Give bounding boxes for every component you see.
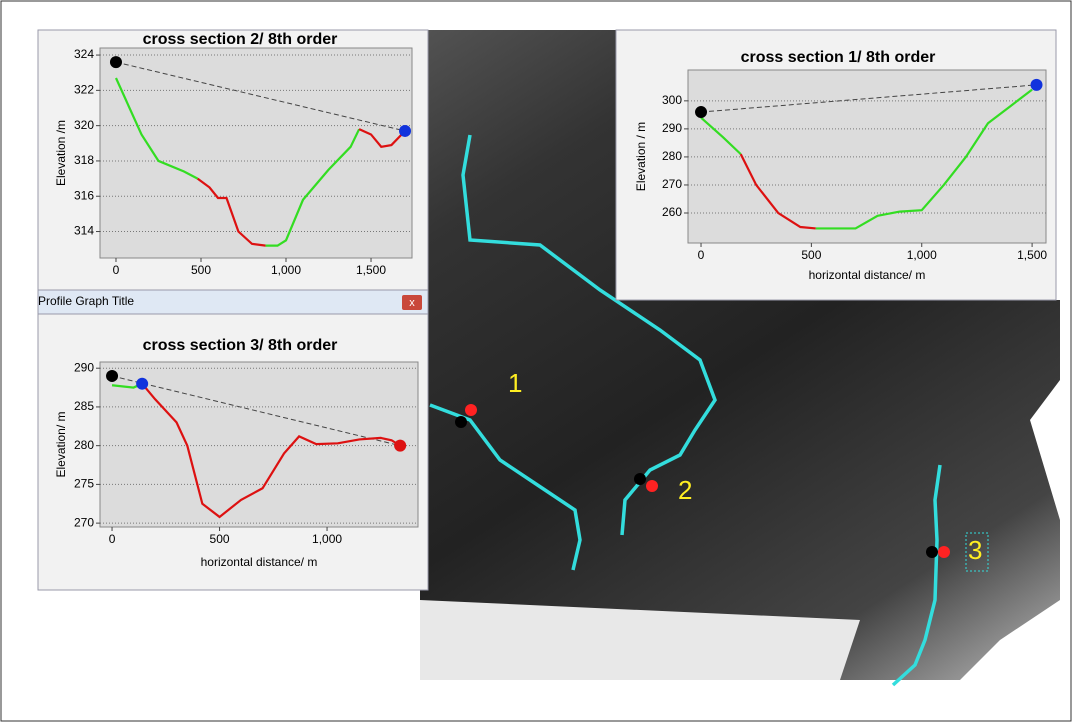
x-tick-label: 1,500	[356, 263, 386, 277]
x-tick-label: 0	[109, 532, 116, 546]
chart-title: cross section 3/ 8th order	[143, 337, 338, 354]
y-tick-label: 300	[662, 93, 682, 107]
end-point	[136, 378, 148, 390]
chart-title: cross section 2/ 8th order	[143, 31, 338, 48]
x-axis-label: horizontal distance/ m	[201, 555, 318, 569]
y-tick-label: 316	[74, 188, 94, 202]
y-tick-label: 280	[74, 438, 94, 452]
x-tick-label: 1,000	[271, 263, 301, 277]
chart-title: cross section 1/ 8th order	[741, 49, 936, 66]
y-tick-label: 270	[662, 177, 682, 191]
y-tick-label: 290	[662, 121, 682, 135]
map-label: 1	[508, 368, 522, 398]
y-tick-label: 275	[74, 477, 94, 491]
window-title: Profile Graph Title	[38, 294, 134, 308]
plot-area	[100, 362, 418, 527]
map-label: 2	[678, 475, 692, 505]
x-tick-label: 0	[113, 263, 120, 277]
screenshot: 1 2 3 Profile Graph Title x cross sectio…	[0, 0, 1072, 722]
x-tick-label: 500	[801, 248, 821, 262]
y-tick-label: 270	[74, 515, 94, 529]
y-tick-label: 320	[74, 118, 94, 132]
end-point	[110, 56, 122, 68]
y-tick-label: 314	[74, 224, 94, 238]
end-point	[399, 125, 411, 137]
y-tick-label: 322	[74, 83, 94, 97]
end-point	[1031, 79, 1043, 91]
close-icon[interactable]: x	[409, 297, 415, 309]
end-point	[394, 440, 406, 452]
y-axis-label: Elevation / m	[634, 122, 648, 191]
y-tick-label: 280	[662, 149, 682, 163]
map-label: 3	[968, 535, 982, 565]
y-tick-label: 260	[662, 205, 682, 219]
y-axis-label: Elevation/ m	[54, 411, 68, 477]
y-tick-label: 285	[74, 399, 94, 413]
end-point	[106, 370, 118, 382]
y-tick-label: 324	[74, 47, 94, 61]
x-tick-label: 0	[698, 248, 705, 262]
x-tick-label: 500	[210, 532, 230, 546]
y-tick-label: 290	[74, 360, 94, 374]
x-tick-label: 1,000	[907, 248, 937, 262]
x-tick-label: 1,500	[1017, 248, 1047, 262]
x-axis-label: horizontal distance/ m	[809, 268, 926, 282]
y-tick-label: 318	[74, 153, 94, 167]
plot-area	[100, 48, 412, 258]
end-point	[695, 106, 707, 118]
y-axis-label: Elevation /m	[54, 120, 68, 186]
x-tick-label: 1,000	[312, 532, 342, 546]
x-tick-label: 500	[191, 263, 211, 277]
